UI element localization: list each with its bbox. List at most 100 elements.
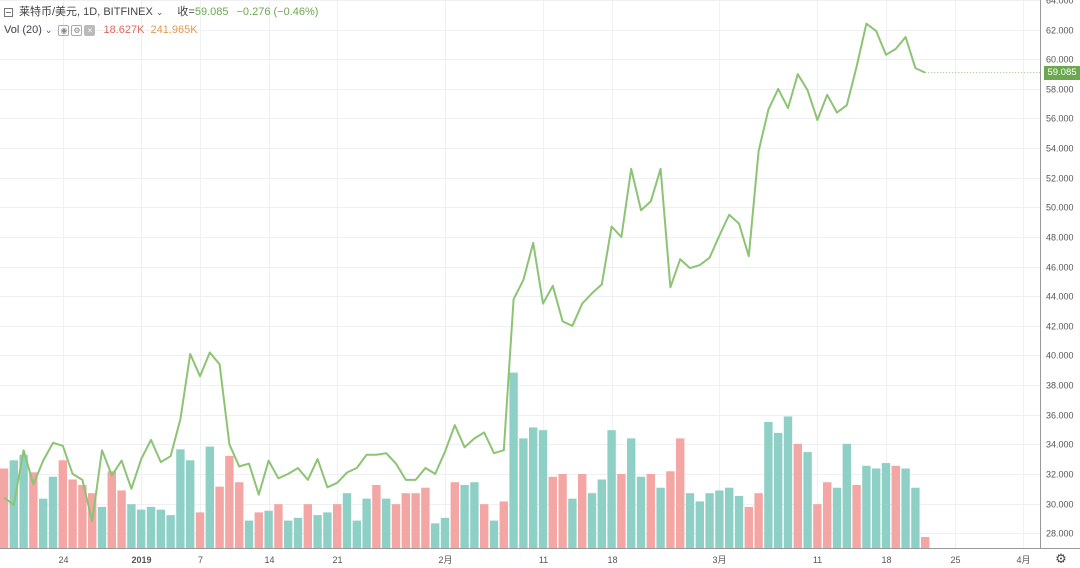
y-tick-label: 32.000 bbox=[1046, 470, 1074, 480]
symbol-title[interactable]: 莱特币/美元, 1D, BITFINEX bbox=[19, 6, 153, 18]
volume-bar bbox=[725, 487, 734, 548]
last-price-tag: 59.085 bbox=[1044, 66, 1080, 80]
y-tick-label: 38.000 bbox=[1046, 381, 1074, 391]
close-icon[interactable]: × bbox=[84, 24, 96, 36]
volume-bar bbox=[264, 510, 273, 548]
volume-bar bbox=[548, 476, 557, 548]
volume-bar bbox=[519, 438, 528, 548]
volume-bar bbox=[127, 504, 136, 548]
volume-bar bbox=[862, 465, 871, 548]
volume-bar bbox=[489, 520, 499, 548]
volume-bar bbox=[39, 498, 48, 548]
volume-bar bbox=[78, 484, 87, 548]
y-tick-label: 48.000 bbox=[1046, 233, 1074, 243]
volume-bar bbox=[166, 515, 175, 548]
volume-bar bbox=[0, 468, 9, 548]
volume-bar bbox=[636, 476, 646, 548]
volume-bar bbox=[715, 490, 724, 548]
close-label: 收 bbox=[177, 6, 189, 18]
y-tick-label: 36.000 bbox=[1046, 411, 1074, 421]
volume-bar bbox=[529, 427, 538, 548]
x-tick-label: 14 bbox=[264, 555, 274, 565]
volume-bar bbox=[676, 438, 685, 548]
symbol-row: 莱特币/美元, 1D, BITFINEX ⌄ 收 = 59.085 −0.276 (… bbox=[4, 3, 318, 21]
volume-bar bbox=[460, 484, 469, 548]
volume-bar bbox=[764, 421, 773, 548]
volume-bar bbox=[685, 493, 695, 548]
volume-bar bbox=[68, 479, 77, 548]
volume-bar bbox=[842, 443, 851, 548]
x-tick-label: 11 bbox=[813, 555, 822, 565]
volume-bar bbox=[881, 463, 891, 548]
y-tick-label: 62.000 bbox=[1046, 26, 1074, 36]
y-tick-label: 60.000 bbox=[1046, 55, 1074, 65]
volume-bar bbox=[362, 498, 371, 548]
volume-bar bbox=[176, 449, 185, 548]
volume-bar bbox=[450, 482, 459, 548]
volume-ma-value: 241.965K bbox=[150, 24, 198, 36]
price-line bbox=[3, 22, 926, 523]
price-change: −0.276 (−0.46%) bbox=[236, 6, 319, 18]
x-tick-label: 25 bbox=[950, 555, 960, 565]
volume-bar bbox=[303, 504, 312, 548]
volume-bar bbox=[431, 523, 440, 548]
volume-bar bbox=[891, 465, 900, 548]
volume-bar bbox=[48, 476, 58, 548]
volume-bar bbox=[783, 416, 793, 548]
volume-bar bbox=[352, 520, 361, 548]
volume-bar bbox=[146, 506, 156, 548]
x-tick-label: 18 bbox=[607, 555, 617, 565]
volume-bar bbox=[793, 443, 802, 548]
volume-bar bbox=[744, 506, 753, 548]
volume-bar bbox=[470, 482, 479, 548]
volume-bar bbox=[666, 471, 675, 548]
volume-bar bbox=[274, 504, 283, 548]
volume-bar bbox=[872, 468, 881, 548]
volume-bar bbox=[597, 479, 606, 548]
y-tick-label: 56.000 bbox=[1046, 114, 1074, 124]
volume-bar bbox=[284, 520, 293, 548]
chevron-down-icon[interactable]: ⌄ bbox=[44, 25, 53, 35]
volume-bar bbox=[372, 484, 381, 548]
x-tick-label: 3月 bbox=[712, 555, 726, 565]
volume-bar bbox=[568, 498, 577, 548]
volume-bar bbox=[29, 472, 38, 548]
volume-bar bbox=[107, 471, 116, 548]
volume-bar bbox=[225, 455, 234, 548]
volume-bar bbox=[186, 460, 195, 548]
volume-bar bbox=[558, 474, 567, 548]
volume-bar bbox=[627, 438, 636, 548]
volume-indicator-label[interactable]: Vol (20) bbox=[4, 24, 42, 36]
volume-bar bbox=[921, 537, 930, 548]
volume-bar bbox=[156, 509, 165, 548]
settings-icon[interactable]: ⚙ bbox=[71, 24, 83, 36]
x-tick-label: 2月 bbox=[438, 555, 452, 565]
volume-bar bbox=[499, 501, 508, 548]
volume-bar bbox=[754, 493, 763, 548]
x-tick-label: 11 bbox=[539, 555, 548, 565]
volume-bar bbox=[578, 474, 587, 548]
y-tick-label: 64.000 bbox=[1046, 0, 1074, 6]
y-tick-label: 58.000 bbox=[1046, 85, 1074, 95]
volume-bar bbox=[911, 487, 920, 548]
volume-bar bbox=[333, 504, 342, 548]
volume-bar bbox=[587, 493, 597, 548]
eye-icon[interactable]: ◉ bbox=[58, 24, 70, 36]
volume-bar bbox=[695, 501, 704, 548]
volume-bar bbox=[509, 372, 518, 548]
close-value: 59.085 bbox=[194, 6, 229, 18]
x-tick-label: 18 bbox=[881, 555, 891, 565]
volume-bar bbox=[901, 468, 910, 548]
volume-bar bbox=[401, 493, 410, 548]
y-tick-label: 44.000 bbox=[1046, 292, 1074, 302]
gear-icon[interactable]: ⚙ bbox=[1055, 551, 1067, 566]
volume-bar bbox=[244, 520, 254, 548]
volume-bar bbox=[97, 506, 107, 548]
collapse-icon[interactable] bbox=[4, 7, 13, 17]
y-tick-label: 40.000 bbox=[1046, 351, 1074, 361]
volume-bar bbox=[734, 495, 744, 548]
volume-bar bbox=[421, 487, 430, 548]
volume-bar bbox=[215, 486, 224, 548]
chevron-down-icon[interactable]: ⌄ bbox=[155, 7, 164, 17]
